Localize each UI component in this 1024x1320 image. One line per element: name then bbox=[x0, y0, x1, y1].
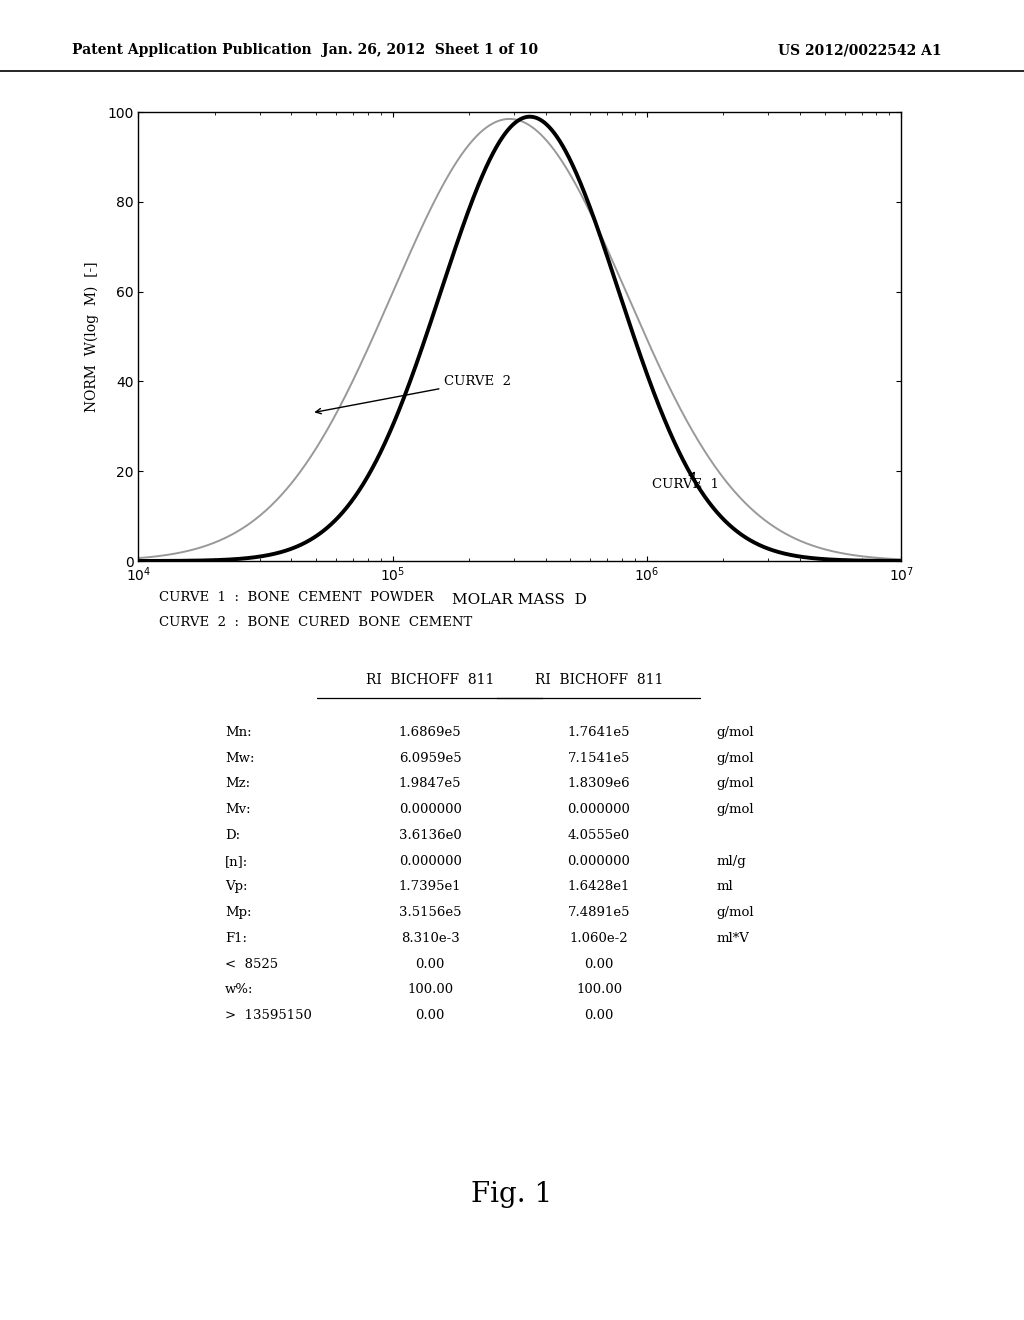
Text: 1.7641e5: 1.7641e5 bbox=[567, 726, 631, 739]
Text: Mv:: Mv: bbox=[225, 803, 251, 816]
Text: 1.6428e1: 1.6428e1 bbox=[568, 880, 630, 894]
Text: Mn:: Mn: bbox=[225, 726, 252, 739]
Text: ml*V: ml*V bbox=[717, 932, 750, 945]
Text: US 2012/0022542 A1: US 2012/0022542 A1 bbox=[778, 44, 942, 57]
Text: ml/g: ml/g bbox=[717, 855, 746, 867]
Text: ml: ml bbox=[717, 880, 733, 894]
Text: 4.0555e0: 4.0555e0 bbox=[568, 829, 630, 842]
Text: Mz:: Mz: bbox=[225, 777, 251, 791]
Text: g/mol: g/mol bbox=[717, 777, 755, 791]
Text: 1.8309e6: 1.8309e6 bbox=[567, 777, 631, 791]
Text: 3.5156e5: 3.5156e5 bbox=[398, 906, 462, 919]
Text: 3.6136e0: 3.6136e0 bbox=[398, 829, 462, 842]
Text: CURVE  1: CURVE 1 bbox=[652, 473, 719, 491]
Text: 6.0959e5: 6.0959e5 bbox=[398, 752, 462, 764]
Text: w%:: w%: bbox=[225, 983, 254, 997]
Text: 0.000000: 0.000000 bbox=[567, 855, 631, 867]
Text: g/mol: g/mol bbox=[717, 803, 755, 816]
Y-axis label: NORM  W(log  M)  [-]: NORM W(log M) [-] bbox=[84, 261, 98, 412]
Text: RI  BICHOFF  811: RI BICHOFF 811 bbox=[535, 673, 664, 688]
Text: 7.4891e5: 7.4891e5 bbox=[567, 906, 631, 919]
Text: 0.000000: 0.000000 bbox=[567, 803, 631, 816]
Text: g/mol: g/mol bbox=[717, 906, 755, 919]
Text: 0.000000: 0.000000 bbox=[398, 855, 462, 867]
Text: g/mol: g/mol bbox=[717, 752, 755, 764]
Text: CURVE  2  :  BONE  CURED  BONE  CEMENT: CURVE 2 : BONE CURED BONE CEMENT bbox=[159, 616, 472, 630]
Text: 100.00: 100.00 bbox=[575, 983, 623, 997]
Text: CURVE  1  :  BONE  CEMENT  POWDER: CURVE 1 : BONE CEMENT POWDER bbox=[159, 591, 433, 605]
Text: <  8525: < 8525 bbox=[225, 958, 279, 970]
Text: Jan. 26, 2012  Sheet 1 of 10: Jan. 26, 2012 Sheet 1 of 10 bbox=[322, 44, 539, 57]
Text: Patent Application Publication: Patent Application Publication bbox=[72, 44, 311, 57]
Text: CURVE  2: CURVE 2 bbox=[315, 375, 511, 413]
Text: Vp:: Vp: bbox=[225, 880, 248, 894]
Text: 0.00: 0.00 bbox=[585, 958, 613, 970]
Text: F1:: F1: bbox=[225, 932, 247, 945]
Text: g/mol: g/mol bbox=[717, 726, 755, 739]
Text: 0.00: 0.00 bbox=[416, 1008, 444, 1022]
Text: RI  BICHOFF  811: RI BICHOFF 811 bbox=[366, 673, 495, 688]
Text: 8.310e-3: 8.310e-3 bbox=[400, 932, 460, 945]
Text: [n]:: [n]: bbox=[225, 855, 249, 867]
Text: 100.00: 100.00 bbox=[407, 983, 454, 997]
Text: 0.00: 0.00 bbox=[585, 1008, 613, 1022]
Text: 1.6869e5: 1.6869e5 bbox=[398, 726, 462, 739]
X-axis label: MOLAR MASS  D: MOLAR MASS D bbox=[453, 593, 587, 607]
Text: Mw:: Mw: bbox=[225, 752, 255, 764]
Text: Mp:: Mp: bbox=[225, 906, 252, 919]
Text: 1.9847e5: 1.9847e5 bbox=[398, 777, 462, 791]
Text: 1.060e-2: 1.060e-2 bbox=[569, 932, 629, 945]
Text: 7.1541e5: 7.1541e5 bbox=[568, 752, 630, 764]
Text: 1.7395e1: 1.7395e1 bbox=[398, 880, 462, 894]
Text: 0.00: 0.00 bbox=[416, 958, 444, 970]
Text: 0.000000: 0.000000 bbox=[398, 803, 462, 816]
Text: D:: D: bbox=[225, 829, 241, 842]
Text: >  13595150: > 13595150 bbox=[225, 1008, 312, 1022]
Text: Fig. 1: Fig. 1 bbox=[471, 1181, 553, 1208]
